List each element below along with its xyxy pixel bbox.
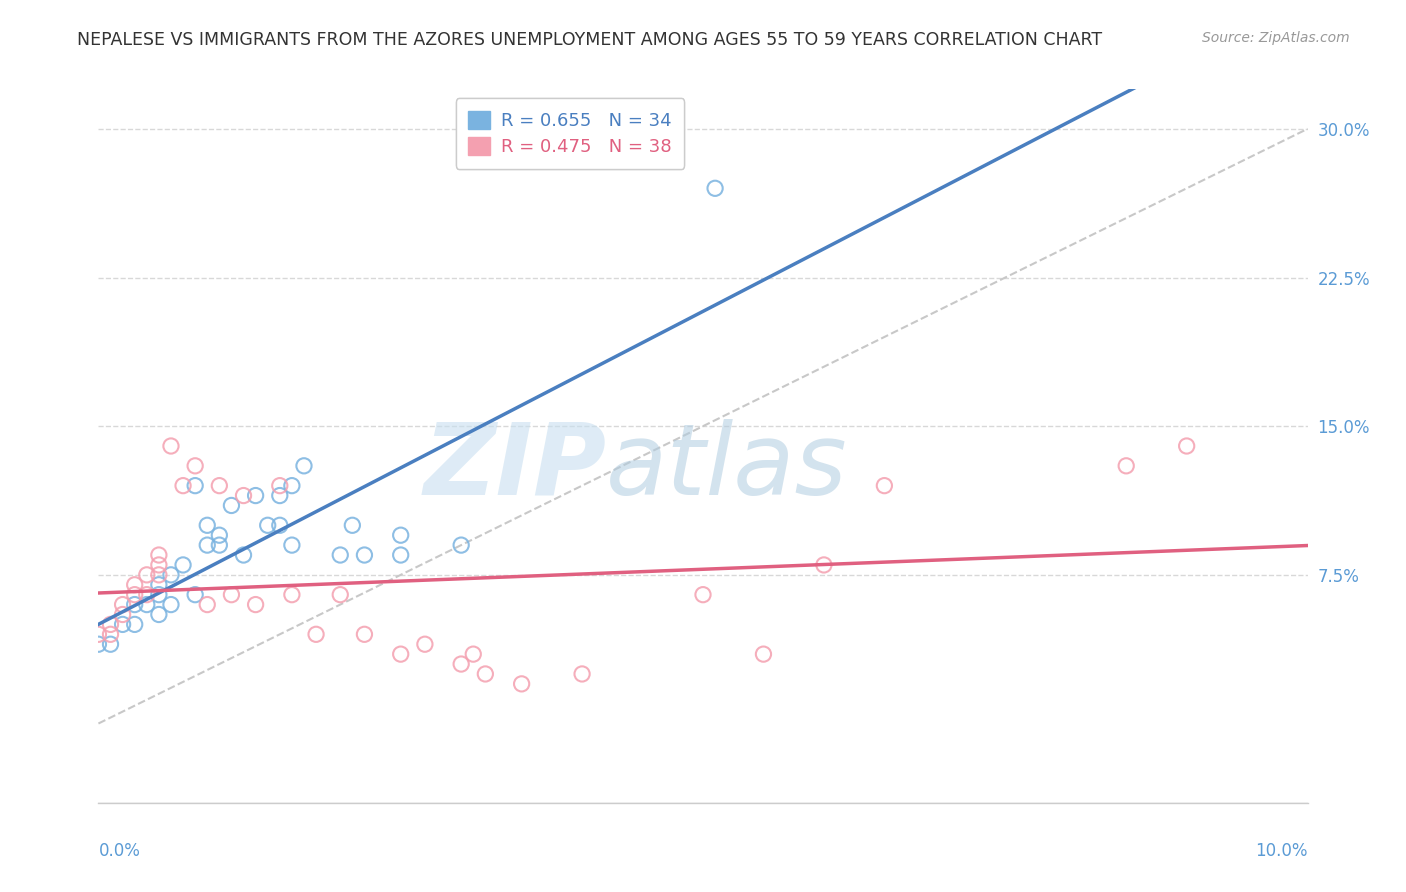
Point (148, 548, 170, 562)
Point (463, 647, 485, 661)
Point (135, 598, 157, 612)
Legend: R = 0.655   N = 34, R = 0.475   N = 38: R = 0.655 N = 34, R = 0.475 N = 38 (456, 98, 685, 169)
Text: NEPALESE VS IMMIGRANTS FROM THE AZORES UNEMPLOYMENT AMONG AGES 55 TO 59 YEARS CO: NEPALESE VS IMMIGRANTS FROM THE AZORES U… (77, 31, 1102, 49)
Point (1175, 439, 1198, 453)
Point (752, 647, 775, 661)
Point (389, 647, 412, 661)
Point (160, 439, 183, 453)
Point (704, 181, 727, 195)
Point (135, 567, 157, 582)
Point (389, 528, 412, 542)
Point (184, 478, 207, 492)
Point (208, 538, 231, 552)
Point (148, 607, 170, 622)
Point (256, 518, 278, 533)
Point (269, 518, 291, 533)
Point (172, 558, 194, 572)
Point (450, 538, 472, 552)
Point (510, 677, 533, 691)
Text: 10.0%: 10.0% (1256, 842, 1308, 860)
Point (474, 667, 496, 681)
Point (245, 489, 267, 503)
Point (148, 578, 170, 592)
Point (124, 598, 146, 612)
Point (232, 548, 254, 562)
Point (208, 478, 231, 492)
Point (111, 607, 134, 622)
Point (111, 598, 134, 612)
Point (148, 558, 170, 572)
Point (353, 548, 375, 562)
Point (148, 567, 170, 582)
Point (813, 558, 835, 572)
Point (100, 637, 122, 651)
Point (87, 637, 110, 651)
Point (124, 617, 146, 632)
Point (87, 627, 110, 641)
Point (172, 478, 194, 492)
Point (245, 598, 267, 612)
Point (160, 598, 183, 612)
Point (232, 489, 254, 503)
Point (305, 627, 328, 641)
Point (450, 657, 472, 671)
Point (329, 548, 352, 562)
Point (269, 478, 291, 492)
Point (269, 489, 291, 503)
Text: 0.0%: 0.0% (98, 842, 141, 860)
Point (148, 588, 170, 602)
Point (135, 588, 157, 602)
Point (571, 667, 593, 681)
Point (195, 598, 218, 612)
Point (692, 588, 714, 602)
Point (195, 518, 218, 533)
Point (413, 637, 436, 651)
Point (353, 627, 375, 641)
Point (281, 478, 304, 492)
Point (281, 588, 304, 602)
Point (124, 578, 146, 592)
Text: Source: ZipAtlas.com: Source: ZipAtlas.com (1202, 31, 1350, 45)
Point (292, 458, 315, 473)
Point (184, 458, 207, 473)
Point (195, 538, 218, 552)
Point (873, 478, 896, 492)
Point (221, 499, 243, 513)
Point (184, 588, 207, 602)
Point (329, 588, 352, 602)
Point (389, 548, 412, 562)
Point (342, 518, 364, 533)
Point (124, 588, 146, 602)
Point (221, 588, 243, 602)
Point (281, 538, 304, 552)
Point (100, 627, 122, 641)
Point (100, 617, 122, 632)
Point (160, 567, 183, 582)
Point (208, 528, 231, 542)
Point (111, 617, 134, 632)
Text: ZIP: ZIP (423, 419, 606, 516)
Text: atlas: atlas (606, 419, 848, 516)
Point (1115, 458, 1137, 473)
